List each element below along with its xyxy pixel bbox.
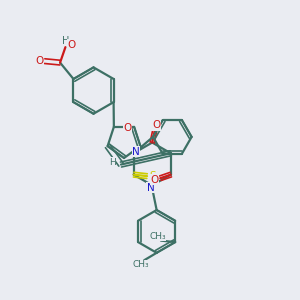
Text: CH₃: CH₃ [149, 232, 166, 241]
Text: S: S [150, 171, 156, 181]
Text: O: O [35, 56, 44, 66]
Text: O: O [150, 175, 158, 185]
Text: O: O [68, 40, 76, 50]
Text: H: H [109, 158, 116, 167]
Text: N: N [147, 183, 154, 193]
Text: CH₃: CH₃ [132, 260, 149, 269]
Text: O: O [124, 123, 132, 133]
Text: O: O [152, 120, 160, 130]
Text: H: H [62, 36, 70, 46]
Text: N: N [132, 147, 140, 157]
